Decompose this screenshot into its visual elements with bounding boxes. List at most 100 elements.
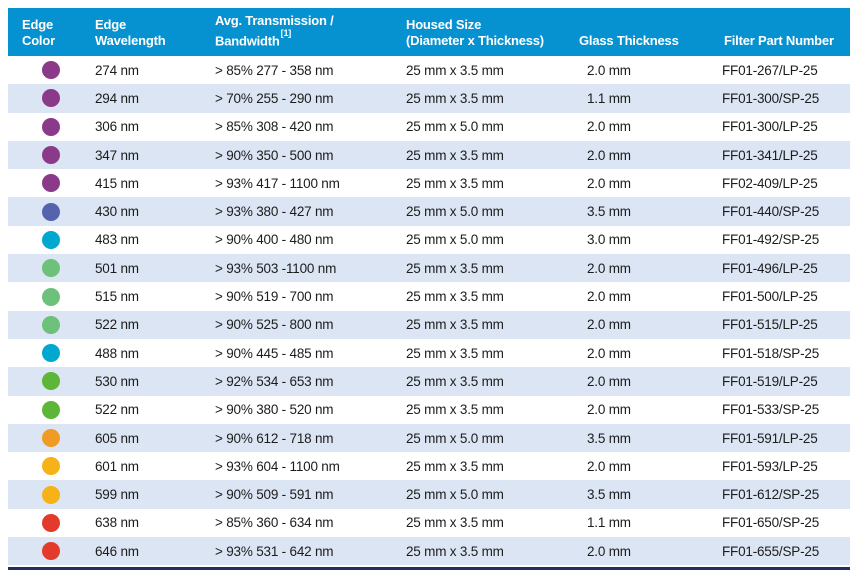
table-row: 601 nm > 93% 604 - 1100 nm 25 mm x 3.5 m… <box>8 452 850 480</box>
cell-edge-color <box>8 146 94 165</box>
cell-glass-thickness: 2.0 mm <box>587 175 631 191</box>
cell-transmission: > 93% 417 - 1100 nm <box>215 175 340 191</box>
header-line: Bandwidth[1] <box>215 27 292 48</box>
cell-edge-wavelength: 306 nm <box>95 119 139 135</box>
cell-transmission: > 90% 525 - 800 nm <box>215 317 334 333</box>
cell-edge-wavelength: 274 nm <box>95 62 139 78</box>
edge-color-dot <box>42 315 60 334</box>
table-row: 274 nm > 85% 277 - 358 nm 25 mm x 3.5 mm… <box>8 56 850 84</box>
cell-edge-wavelength: 601 nm <box>95 458 139 474</box>
cell-glass-thickness: 3.5 mm <box>587 430 631 446</box>
header-line: Housed Size <box>406 17 482 32</box>
cell-edge-color <box>8 372 94 391</box>
cell-transmission: > 93% 531 - 642 nm <box>215 543 334 559</box>
cell-edge-wavelength: 638 nm <box>95 515 139 531</box>
cell-glass-thickness: 2.0 mm <box>587 119 631 135</box>
column-header-housed-size: Housed Size (Diameter x Thickness) <box>400 8 578 56</box>
cell-part-number: FF01-612/SP-25 <box>722 487 819 503</box>
edge-color-dot <box>42 202 60 221</box>
column-header-edge-color: Edge Color <box>8 8 94 56</box>
cell-part-number: FF01-650/SP-25 <box>722 515 819 531</box>
edge-color-dot <box>42 429 60 447</box>
table-row: 347 nm > 90% 350 - 500 nm 25 mm x 3.5 mm… <box>8 140 850 170</box>
cell-glass-thickness: 2.0 mm <box>587 543 631 559</box>
cell-edge-color <box>8 513 94 532</box>
cell-housed-size: 25 mm x 5.0 mm <box>406 119 504 135</box>
cell-transmission: > 90% 612 - 718 nm <box>215 430 334 446</box>
cell-edge-wavelength: 488 nm <box>95 345 139 361</box>
cell-transmission: > 85% 360 - 634 nm <box>215 515 334 531</box>
cell-housed-size: 25 mm x 3.5 mm <box>406 260 504 276</box>
cell-edge-wavelength: 522 nm <box>95 402 139 418</box>
cell-glass-thickness: 2.0 mm <box>587 345 631 361</box>
table-row: 294 nm > 70% 255 - 290 nm 25 mm x 3.5 mm… <box>8 84 850 113</box>
header-line: Edge <box>95 17 126 32</box>
cell-part-number: FF01-655/SP-25 <box>722 543 819 559</box>
cell-housed-size: 25 mm x 3.5 mm <box>406 373 504 389</box>
cell-transmission: > 93% 503 -1100 nm <box>215 260 337 276</box>
edge-color-dot <box>42 344 60 363</box>
cell-edge-color <box>8 429 94 447</box>
cell-edge-color <box>8 287 94 306</box>
table-body: 274 nm > 85% 277 - 358 nm 25 mm x 3.5 mm… <box>8 56 850 566</box>
cell-housed-size: 25 mm x 3.5 mm <box>406 62 504 78</box>
table-row: 483 nm > 90% 400 - 480 nm 25 mm x 5.0 mm… <box>8 226 850 254</box>
table-row: 415 nm > 93% 417 - 1100 nm 25 mm x 3.5 m… <box>8 169 850 197</box>
cell-glass-thickness: 2.0 mm <box>587 402 631 418</box>
cell-glass-thickness: 2.0 mm <box>587 289 631 305</box>
table-row: 530 nm > 92% 534 - 653 nm 25 mm x 3.5 mm… <box>8 367 850 396</box>
cell-transmission: > 93% 380 - 427 nm <box>215 204 334 220</box>
cell-glass-thickness: 1.1 mm <box>587 90 631 106</box>
cell-glass-thickness: 3.5 mm <box>587 204 631 220</box>
edge-color-dot <box>42 542 60 561</box>
edge-color-dot <box>42 513 60 532</box>
header-line: Avg. Transmission / <box>215 12 334 28</box>
cell-part-number: FF01-515/LP-25 <box>722 317 818 333</box>
cell-transmission: > 90% 509 - 591 nm <box>215 487 334 503</box>
cell-housed-size: 25 mm x 3.5 mm <box>406 147 504 163</box>
cell-part-number: FF01-533/SP-25 <box>722 402 819 418</box>
cell-part-number: FF01-519/LP-25 <box>722 373 818 389</box>
cell-edge-wavelength: 522 nm <box>95 317 139 333</box>
cell-part-number: FF01-267/LP-25 <box>722 62 818 78</box>
cell-transmission: > 90% 519 - 700 nm <box>215 289 334 305</box>
cell-edge-color <box>8 230 94 249</box>
cell-part-number: FF01-341/LP-25 <box>722 147 818 163</box>
cell-edge-wavelength: 294 nm <box>95 90 139 106</box>
cell-housed-size: 25 mm x 3.5 mm <box>406 543 504 559</box>
filter-spec-table: Edge Color Edge Wavelength Avg. Transmis… <box>8 8 850 571</box>
edge-color-dot <box>42 372 60 391</box>
cell-glass-thickness: 1.1 mm <box>587 515 631 531</box>
cell-transmission: > 85% 277 - 358 nm <box>215 62 334 78</box>
header-line: Filter Part Number <box>724 33 834 48</box>
cell-edge-wavelength: 646 nm <box>95 543 139 559</box>
header-line: Wavelength <box>95 33 166 48</box>
cell-edge-wavelength: 599 nm <box>95 487 139 503</box>
cell-part-number: FF01-593/LP-25 <box>722 458 818 474</box>
cell-glass-thickness: 2.0 mm <box>587 373 631 389</box>
header-line: Edge <box>22 17 53 32</box>
edge-color-dot <box>42 61 60 80</box>
edge-color-dot <box>42 485 60 504</box>
table-row: 522 nm > 90% 525 - 800 nm 25 mm x 3.5 mm… <box>8 310 850 339</box>
table-row: 430 nm > 93% 380 - 427 nm 25 mm x 5.0 mm… <box>8 197 850 226</box>
cell-edge-color <box>8 457 94 476</box>
cell-glass-thickness: 2.0 mm <box>587 317 631 333</box>
cell-housed-size: 25 mm x 5.0 mm <box>406 487 504 503</box>
cell-housed-size: 25 mm x 3.5 mm <box>406 317 504 333</box>
cell-glass-thickness: 2.0 mm <box>587 147 631 163</box>
table-row: 522 nm > 90% 380 - 520 nm 25 mm x 3.5 mm… <box>8 396 850 424</box>
column-header-edge-wavelength: Edge Wavelength <box>94 8 214 56</box>
header-line: Color <box>22 33 55 48</box>
cell-part-number: FF01-440/SP-25 <box>722 204 819 220</box>
cell-transmission: > 70% 255 - 290 nm <box>215 90 334 106</box>
cell-housed-size: 25 mm x 3.5 mm <box>406 175 504 191</box>
header-line: (Diameter x Thickness) <box>406 33 544 48</box>
edge-color-dot <box>42 117 60 136</box>
cell-housed-size: 25 mm x 3.5 mm <box>406 90 504 106</box>
table-row: 488 nm > 90% 445 - 485 nm 25 mm x 3.5 mm… <box>8 339 850 367</box>
cell-edge-color <box>8 202 94 221</box>
cell-transmission: > 90% 350 - 500 nm <box>215 147 334 163</box>
edge-color-dot <box>42 230 60 249</box>
cell-glass-thickness: 3.0 mm <box>587 232 631 248</box>
